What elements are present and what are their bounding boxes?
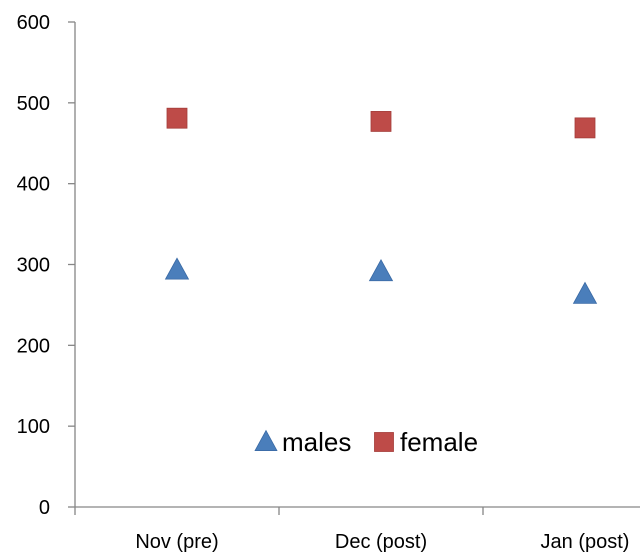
axes (74, 22, 640, 508)
female-point (574, 117, 596, 139)
female-point (166, 107, 188, 129)
female-legend-marker (374, 432, 394, 452)
x-tick-label: Jan (post) (541, 531, 630, 553)
data-marks (164, 107, 598, 304)
males-point (572, 281, 598, 304)
female-point (370, 111, 392, 132)
males-point (368, 258, 394, 282)
legend-label-female: female (400, 427, 478, 457)
y-tick-label: 500 (17, 93, 50, 115)
y-tick-label: 600 (17, 12, 50, 34)
legend-label-males: males (282, 427, 351, 457)
x-tick-label: Dec (post) (335, 531, 427, 553)
males-legend-marker (254, 429, 278, 451)
males-point (164, 257, 190, 280)
y-tick-label: 0 (39, 497, 50, 519)
y-tick-label: 300 (17, 255, 50, 277)
y-tick-label: 400 (17, 174, 50, 196)
y-tick-label: 200 (17, 335, 50, 357)
x-tick-label: Nov (pre) (135, 531, 218, 553)
y-axis-ticks: 0 100 200 300 400 500 600 (17, 12, 75, 519)
y-tick-label: 100 (17, 416, 50, 438)
x-axis-ticks: Nov (pre) Dec (post) Jan (post) (74, 507, 630, 553)
legend: males female (254, 427, 478, 457)
